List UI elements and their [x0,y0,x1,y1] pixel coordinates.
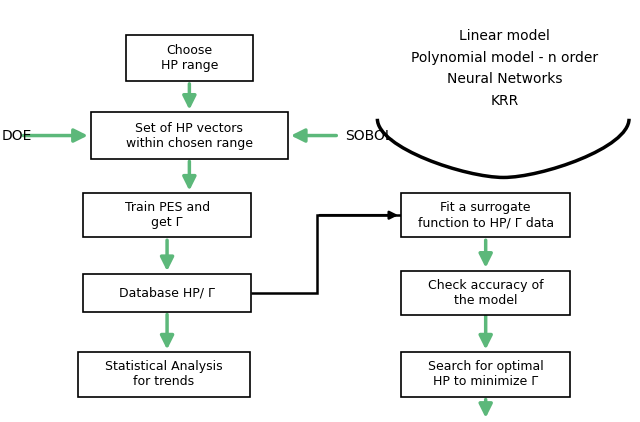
FancyBboxPatch shape [401,271,570,315]
FancyBboxPatch shape [83,274,252,311]
Text: SOBOL: SOBOL [346,129,393,143]
FancyBboxPatch shape [401,352,570,397]
Text: Statistical Analysis
for trends: Statistical Analysis for trends [105,360,223,389]
Text: Search for optimal
HP to minimize Γ: Search for optimal HP to minimize Γ [428,360,543,389]
Text: Fit a surrogate
function to HP/ Γ data: Fit a surrogate function to HP/ Γ data [418,201,554,229]
Text: Linear model
Polynomial model - n order
Neural Networks
KRR: Linear model Polynomial model - n order … [412,29,598,108]
FancyBboxPatch shape [125,35,253,81]
Text: Check accuracy of
the model: Check accuracy of the model [428,279,543,307]
FancyBboxPatch shape [91,113,288,159]
FancyBboxPatch shape [401,193,570,237]
Text: Database HP/ Γ: Database HP/ Γ [119,286,215,299]
FancyBboxPatch shape [78,352,250,397]
Text: Choose
HP range: Choose HP range [161,44,218,72]
FancyBboxPatch shape [83,193,252,237]
Text: Train PES and
get Γ: Train PES and get Γ [125,201,210,229]
Text: DOE: DOE [1,129,32,143]
Text: Set of HP vectors
within chosen range: Set of HP vectors within chosen range [126,122,253,149]
